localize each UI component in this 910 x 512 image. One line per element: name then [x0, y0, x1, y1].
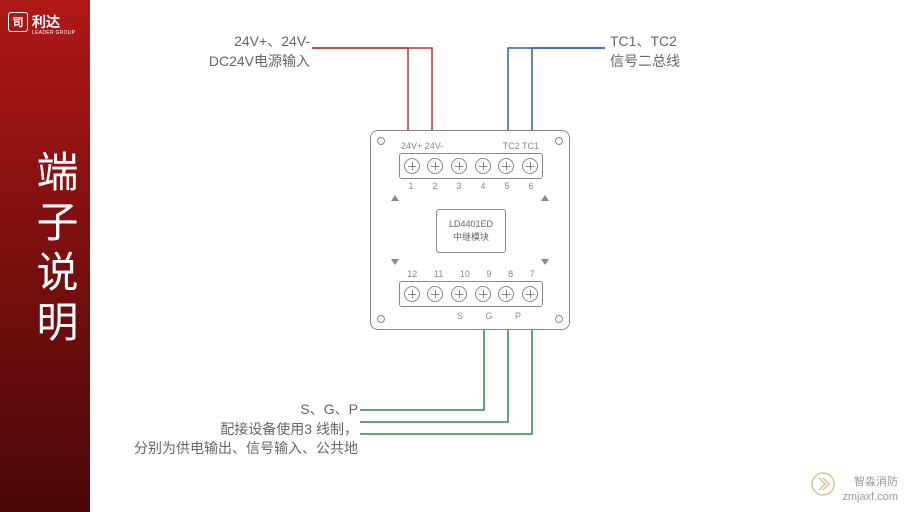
label-sgp-line3: 分别为供电输出、信号输入、公共地: [130, 439, 358, 459]
up-arrow-icon: [541, 195, 549, 201]
brand-name: 利达: [32, 15, 60, 29]
terminal-screw: [451, 286, 467, 302]
down-arrow-icon: [541, 259, 549, 265]
mount-hole: [377, 137, 385, 145]
brand-logo-icon: 司: [8, 12, 28, 32]
diagram-canvas: 24V+、24V- DC24V电源输入 TC1、TC2 信号二总线 S、G、P …: [90, 0, 910, 512]
watermark: 智淼消防 zmjaxf.com: [842, 475, 898, 504]
label-signal-line2: 信号二总线: [610, 52, 680, 72]
terminal-screw: [427, 286, 443, 302]
page-title: 端子说明: [24, 150, 85, 350]
mount-hole: [377, 315, 385, 323]
module-subtitle: 中继模块: [453, 231, 489, 244]
down-arrow-icon: [391, 259, 399, 265]
terminal-screw: [404, 286, 420, 302]
top-right-terminal-labels: TC2 TC1: [503, 141, 539, 151]
brand-sub: LEADER GROUP: [32, 30, 75, 36]
terminal-screw: [404, 158, 420, 174]
label-sgp: S、G、P 配接设备使用3 线制， 分别为供电输出、信号输入、公共地: [130, 400, 358, 459]
label-power-line1: 24V+、24V-: [205, 32, 310, 52]
bottom-terminal-labels: S G P: [457, 311, 531, 321]
top-left-terminal-labels: 24V+ 24V-: [401, 141, 443, 151]
label-power-line2: DC24V电源输入: [205, 52, 310, 72]
mount-hole: [555, 137, 563, 145]
module-model: LD4401ED: [449, 218, 493, 231]
terminal-screw: [451, 158, 467, 174]
terminal-screw: [522, 286, 538, 302]
terminal-screw: [498, 158, 514, 174]
terminal-screw: [498, 286, 514, 302]
mount-hole: [555, 315, 563, 323]
terminal-row-bottom: [399, 281, 543, 307]
label-sgp-line2: 配接设备使用3 线制，: [130, 420, 358, 440]
terminal-screw: [475, 286, 491, 302]
label-sgp-line1: S、G、P: [130, 400, 358, 420]
terminal-screw: [475, 158, 491, 174]
terminal-screw: [522, 158, 538, 174]
terminal-row-top: [399, 153, 543, 179]
label-power: 24V+、24V- DC24V电源输入: [205, 32, 310, 71]
terminal-nums-top: 1 2 3 4 5 6: [399, 181, 543, 191]
watermark-line2: zmjaxf.com: [842, 490, 898, 504]
up-arrow-icon: [391, 195, 399, 201]
terminal-screw: [427, 158, 443, 174]
label-signal: TC1、TC2 信号二总线: [610, 32, 680, 71]
label-signal-line1: TC1、TC2: [610, 32, 680, 52]
module-body: 24V+ 24V- TC2 TC1 1 2 3 4 5 6 LD4401ED 中…: [370, 130, 570, 330]
module-chip: LD4401ED 中继模块: [436, 209, 506, 253]
terminal-nums-bottom: 12 11 10 9 8 7: [399, 269, 543, 279]
watermark-icon: [811, 472, 835, 496]
watermark-line1: 智淼消防: [842, 475, 898, 489]
sidebar: 司 利达 LEADER GROUP 端子说明: [0, 0, 90, 512]
